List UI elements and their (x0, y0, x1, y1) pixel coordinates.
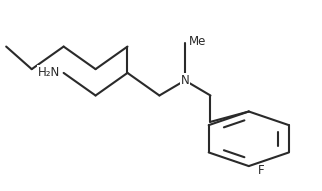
Text: F: F (258, 164, 265, 177)
Text: H₂N: H₂N (38, 66, 61, 79)
Text: N: N (181, 74, 189, 87)
Text: Me: Me (189, 35, 206, 48)
